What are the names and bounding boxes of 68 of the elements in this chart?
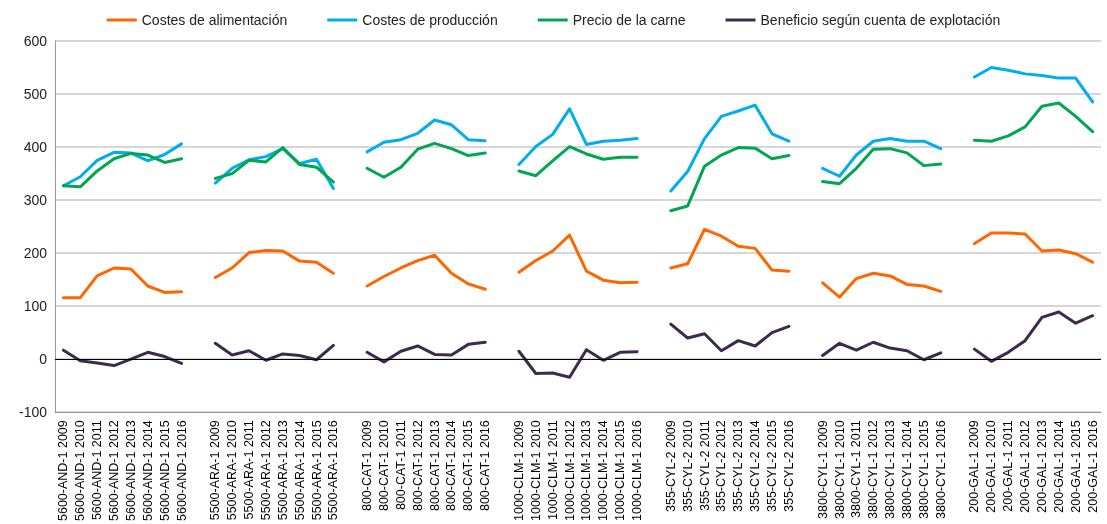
y-tick-label: 200 (23, 245, 48, 262)
x-tick-label: 1000-CLM-1 2014 (596, 420, 611, 522)
legend-label: Costes de alimentación (141, 12, 288, 28)
x-tick-label: 800-CAT-1 2013 (427, 420, 442, 512)
x-tick-label: 1000-CLM-1 2016 (630, 420, 645, 522)
y-tick-label: -100 (18, 404, 48, 421)
x-tick-label: 5500-ARA-1 2013 (275, 420, 290, 521)
x-tick-label: 5500-ARA-1 2009 (208, 420, 223, 521)
x-tick-label: 1000-CLM-1 2011 (545, 420, 560, 521)
x-tick-label: 5500-ARA-1 2011 (242, 420, 257, 520)
x-tick-label: 3800-CYL-1 2012 (866, 420, 881, 519)
x-tick-label: 800-CAT-1 2014 (444, 420, 459, 512)
y-tick-label: 300 (23, 192, 48, 209)
x-tick-label: 1000-CLM-1 2010 (528, 420, 543, 522)
x-tick-label: 1000-CLM-1 2015 (613, 420, 628, 522)
x-tick-label: 3800-CYL-1 2011 (849, 420, 864, 519)
x-tick-label: 355-CYL-2 2016 (781, 420, 796, 512)
x-tick-label: 200-GAL-1 2010 (984, 420, 999, 513)
x-tick-label: 355-CYL-2 2012 (714, 420, 729, 512)
x-tick-label: 200-GAL-1 2013 (1034, 420, 1049, 513)
x-tick-label: 5600-AND-1 2015 (157, 420, 172, 522)
y-tick-label: 0 (39, 351, 48, 368)
x-tick-label: 355-CYL-2 2015 (765, 420, 780, 512)
y-tick-label: 500 (23, 86, 48, 103)
x-tick-label: 3800-CYL-1 2016 (933, 420, 948, 519)
x-tick-label: 5600-AND-1 2016 (174, 420, 189, 522)
x-tick-label: 800-CAT-1 2009 (360, 420, 375, 512)
x-tick-label: 5500-ARA-1 2010 (225, 420, 240, 521)
x-tick-label: 200-GAL-1 2016 (1085, 420, 1100, 513)
x-tick-label: 200-GAL-1 2014 (1051, 420, 1066, 513)
x-tick-label: 1000-CLM-1 2009 (511, 420, 526, 522)
x-tick-label: 5500-ARA-1 2012 (258, 420, 273, 521)
x-tick-label: 3800-CYL-1 2009 (815, 420, 830, 519)
x-tick-label: 1000-CLM-1 2012 (562, 420, 577, 522)
x-tick-label: 5600-AND-1 2013 (123, 420, 138, 522)
x-tick-label: 3800-CYL-1 2013 (883, 420, 898, 519)
x-tick-label: 800-CAT-1 2015 (461, 420, 476, 512)
x-tick-label: 200-GAL-1 2015 (1068, 420, 1083, 513)
x-tick-label: 200-GAL-1 2009 (967, 420, 982, 513)
x-tick-label: 5500-ARA-1 2015 (309, 420, 324, 521)
x-tick-label: 3800-CYL-1 2015 (916, 420, 931, 519)
legend-label: Beneficio según cuenta de explotación (760, 12, 1001, 28)
x-tick-label: 1000-CLM-1 2013 (579, 420, 594, 522)
y-tick-label: 100 (23, 298, 48, 315)
x-tick-label: 5600-AND-1 2012 (107, 420, 122, 522)
x-tick-label: 5600-AND-1 2014 (140, 420, 155, 522)
x-tick-label: 5600-AND-1 2011 (90, 420, 105, 521)
x-tick-label: 5600-AND-1 2010 (73, 420, 88, 522)
x-tick-label: 800-CAT-1 2011 (393, 420, 408, 511)
x-tick-label: 5500-ARA-1 2016 (326, 420, 341, 521)
x-tick-label: 3800-CYL-1 2010 (832, 420, 847, 519)
x-tick-label: 200-GAL-1 2011 (1001, 420, 1016, 512)
x-tick-label: 3800-CYL-1 2014 (899, 420, 914, 519)
x-tick-label: 5600-AND-1 2009 (56, 420, 71, 522)
x-tick-label: 200-GAL-1 2012 (1018, 420, 1033, 513)
x-tick-label: 800-CAT-1 2016 (478, 420, 493, 512)
x-tick-label: 5500-ARA-1 2014 (292, 420, 307, 521)
x-tick-label: 800-CAT-1 2012 (410, 420, 425, 512)
x-tick-label: 800-CAT-1 2010 (376, 420, 391, 512)
x-tick-label: 355-CYL-2 2013 (731, 420, 746, 512)
x-tick-label: 355-CYL-2 2014 (748, 420, 763, 512)
x-tick-label: 355-CYL-2 2011 (697, 420, 712, 512)
y-tick-label: 600 (23, 33, 48, 49)
x-tick-label: 355-CYL-2 2010 (680, 420, 695, 512)
legend-label: Costes de producción (362, 12, 498, 28)
y-tick-label: 400 (23, 139, 48, 156)
x-tick-label: 355-CYL-2 2009 (663, 420, 678, 512)
legend-label: Precio de la carne (572, 12, 686, 28)
